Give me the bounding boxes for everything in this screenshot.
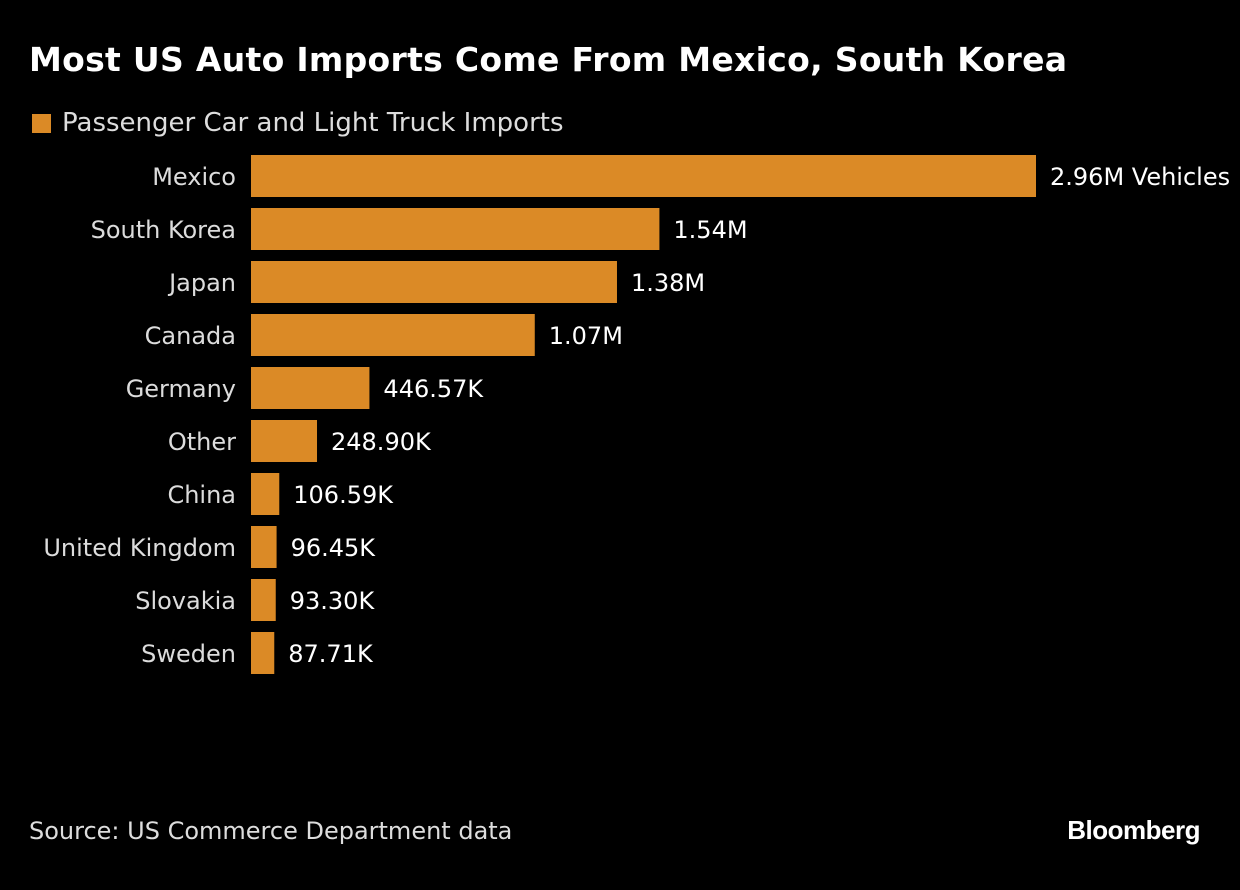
category-label: Japan [167,269,236,297]
category-label: South Korea [91,216,236,244]
category-label: United Kingdom [43,534,236,562]
bar-slovakia [251,579,276,621]
value-label: 248.90K [331,428,432,456]
source-note: Source: US Commerce Department data [29,817,513,845]
value-label: 96.45K [291,534,377,562]
value-label: 446.57K [383,375,484,403]
bloomberg-logo: Bloomberg [1067,815,1200,845]
legend-label: Passenger Car and Light Truck Imports [62,108,564,138]
category-label: Slovakia [135,587,236,615]
bar-sweden [251,632,275,674]
bar-united-kingdom [251,526,277,568]
bar-south-korea [251,208,660,250]
value-label: 1.07M [549,322,623,350]
category-label: China [167,481,236,509]
value-label: 87.71K [288,640,374,668]
bar-canada [251,314,535,356]
value-label: 106.59K [293,481,394,509]
legend: Passenger Car and Light Truck Imports [32,108,564,138]
bar-other [251,420,318,462]
value-label: 2.96M Vehicles [1050,163,1230,191]
legend-swatch [32,113,51,133]
value-label: 93.30K [290,587,376,615]
chart-title: Most US Auto Imports Come From Mexico, S… [29,40,1068,79]
bar-mexico [251,155,1036,197]
category-label: Sweden [141,640,236,668]
bar-china [251,473,280,515]
value-label: 1.38M [631,269,705,297]
category-label: Germany [126,375,236,403]
bar-japan [251,261,617,303]
category-label: Other [168,428,236,456]
category-label: Mexico [152,163,236,191]
category-label: Canada [145,322,236,350]
value-label: 1.54M [673,216,747,244]
bar-germany [251,367,370,409]
